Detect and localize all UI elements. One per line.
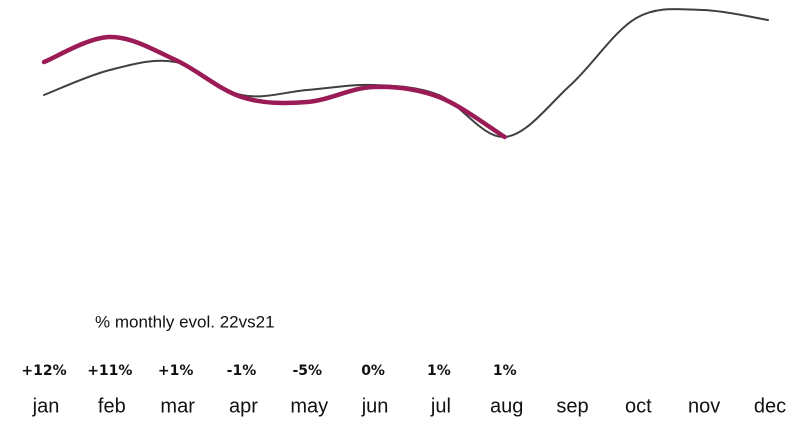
x-tick-label: sep xyxy=(556,395,588,417)
x-tick-label: may xyxy=(290,395,328,417)
x-tick-label: aug xyxy=(490,395,523,417)
evolution-title: % monthly evol. 22vs21 xyxy=(95,312,275,331)
x-tick-label: feb xyxy=(98,395,126,417)
line-series xyxy=(41,34,507,140)
x-tick-label: jun xyxy=(361,395,389,417)
x-tick-label: apr xyxy=(229,395,258,417)
evolution-label: 1% xyxy=(493,363,517,379)
x-tick-label: mar xyxy=(160,395,195,417)
evolution-label: -5% xyxy=(292,363,322,379)
line-series xyxy=(43,8,769,139)
evolution-label: +1% xyxy=(158,363,194,379)
evolution-label: -1% xyxy=(227,363,257,379)
x-tick-label: dec xyxy=(754,395,786,417)
evolution-label: +11% xyxy=(87,363,132,379)
x-tick-label: oct xyxy=(625,395,652,417)
x-tick-label: jan xyxy=(32,395,60,417)
x-tick-label: nov xyxy=(688,395,720,417)
evolution-label: +12% xyxy=(21,363,66,379)
x-tick-label: jul xyxy=(430,395,451,417)
evolution-label: 1% xyxy=(427,363,451,379)
evolution-label: 0% xyxy=(361,363,385,379)
